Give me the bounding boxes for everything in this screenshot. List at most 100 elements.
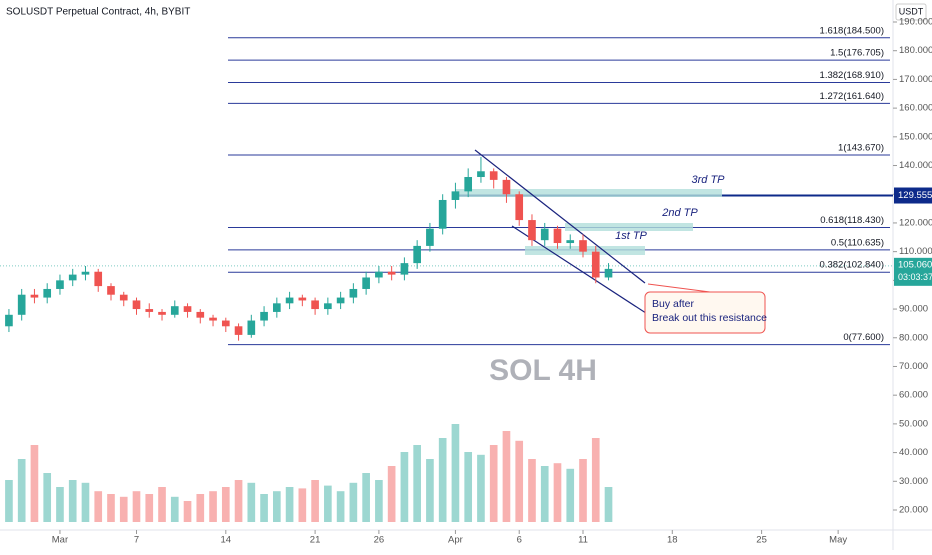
volume-bar (528, 459, 536, 522)
volume-bar (221, 487, 230, 522)
candle-body (540, 228, 549, 241)
fib-label: 1.272(161.640) (820, 91, 884, 102)
candle-body (477, 171, 485, 178)
fib-label: 1(143.670) (838, 143, 884, 154)
volume-bar (604, 487, 613, 522)
candle-body (68, 274, 77, 281)
candle-body (375, 271, 383, 278)
candle-body (56, 280, 64, 289)
candle-body (362, 277, 370, 289)
volume-bar (489, 445, 498, 522)
candle-body (183, 306, 192, 312)
volume-bar (515, 440, 524, 522)
candle-body (387, 271, 396, 275)
volume-bar (158, 487, 166, 522)
volume-bar (464, 452, 473, 522)
volume-bar (5, 480, 13, 522)
marks-layer (5, 156, 613, 341)
countdown: 03:03:37 (898, 272, 932, 282)
volume-bar (566, 468, 575, 522)
candle-body (107, 286, 115, 295)
candle-body (119, 294, 128, 301)
volume-bar (81, 482, 90, 522)
volume-bar (234, 480, 243, 522)
volume-bar (426, 459, 434, 522)
fib-label: 1.618(184.500) (820, 25, 884, 36)
volume-bar (579, 459, 587, 522)
currency-box (895, 3, 927, 21)
y-tick-label: 80.000 (899, 332, 928, 343)
volume-bar (107, 494, 115, 522)
candle-body (81, 271, 90, 275)
candle-body (158, 311, 166, 315)
volume-bar (540, 466, 549, 522)
x-tick-label: 6 (517, 535, 522, 546)
volume-bar (349, 482, 358, 522)
volume-bar (273, 491, 281, 522)
volume-bar (30, 445, 39, 522)
candle-body (426, 228, 434, 246)
candle-body (145, 309, 154, 312)
y-tick-label: 180.000 (899, 45, 932, 56)
y-tick-label: 50.000 (899, 418, 928, 429)
price-tag (894, 187, 932, 204)
candle-body (502, 179, 511, 195)
candle-body (336, 297, 345, 304)
candle-body (515, 194, 524, 221)
candle-body (209, 317, 217, 321)
volume-bar (553, 463, 562, 522)
candle-body (132, 300, 141, 310)
candle-body (413, 245, 421, 264)
volume-bar (260, 494, 268, 522)
candle-body (30, 294, 39, 298)
candle-body (324, 303, 332, 310)
candle-body (451, 191, 460, 200)
y-tick-label: 170.000 (899, 74, 932, 85)
candle-body (234, 326, 243, 335)
tp-label: 3rd TP (691, 174, 725, 186)
fib-label: 1.382(168.910) (820, 70, 884, 81)
candle-body (489, 171, 498, 180)
y-tick-label: 20.000 (899, 505, 928, 516)
volume-bar (94, 491, 103, 522)
candle-body (528, 220, 536, 241)
fib-label: 0.618(118.430) (820, 215, 884, 226)
volume-bar (43, 473, 52, 522)
candle-body (43, 288, 52, 298)
candle-body (196, 311, 205, 318)
x-tick-label: Apr (448, 535, 463, 546)
volume-bar (591, 438, 600, 522)
volume-bar (145, 494, 154, 522)
volume-bar (132, 491, 141, 522)
x-tick-label: 18 (667, 535, 678, 546)
annotation-box (644, 291, 766, 334)
volume-bar (17, 459, 26, 522)
fib-label: 0(77.600) (843, 332, 884, 343)
x-tick-label: 11 (578, 535, 588, 546)
volume-bar (451, 424, 460, 522)
volume-bar (209, 491, 217, 522)
volume-bar (387, 466, 396, 522)
candle-body (349, 288, 358, 298)
volume-bar (375, 480, 383, 522)
y-tick-label: 60.000 (899, 390, 928, 401)
x-tick-label: 25 (756, 535, 767, 546)
callout-pointer (647, 283, 711, 293)
tp-label: 1st TP (615, 230, 647, 242)
x-tick-label: 21 (310, 535, 321, 546)
candle-body (438, 199, 447, 229)
volume-bar (196, 494, 205, 522)
x-tick-label: 14 (221, 535, 232, 546)
volume-bar (362, 473, 370, 522)
annotation-text: Break out this resistance (652, 312, 767, 324)
candle-body (400, 263, 409, 275)
candle-body (221, 320, 230, 327)
y-tick-label: 70.000 (899, 361, 928, 372)
fib-label: 1.5(176.705) (830, 48, 884, 59)
x-tick-label: 7 (134, 535, 139, 546)
candle-body (273, 303, 281, 312)
currency: USDT (899, 6, 924, 16)
tp-label: 2nd TP (661, 207, 698, 219)
price-tag (894, 257, 932, 286)
volume-bar (183, 501, 192, 522)
